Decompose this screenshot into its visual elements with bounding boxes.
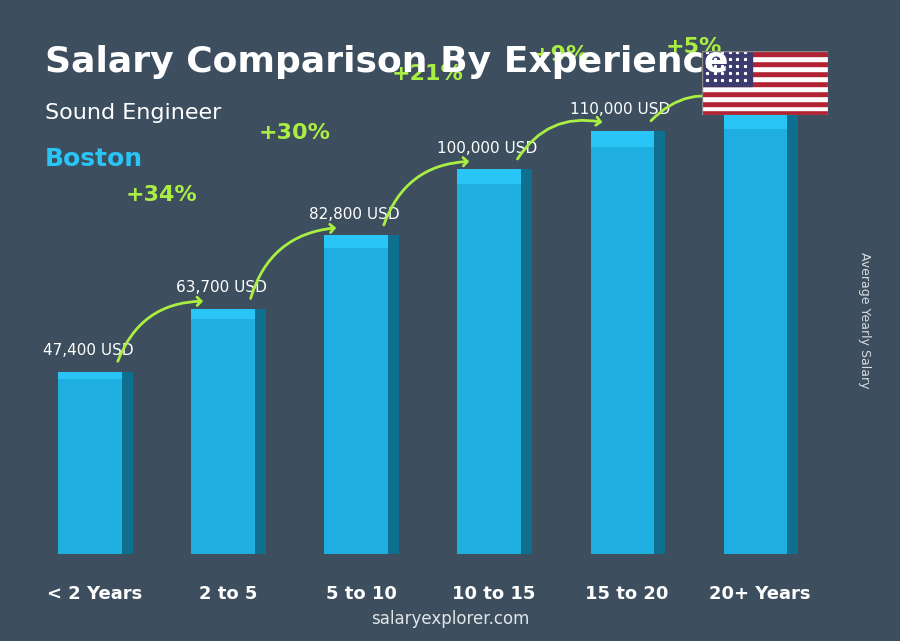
- Text: 5 to 10: 5 to 10: [326, 585, 396, 603]
- Text: 115,000 USD: 115,000 USD: [704, 83, 804, 98]
- Bar: [702, 81, 828, 86]
- Text: 10 to 15: 10 to 15: [453, 585, 536, 603]
- Bar: [724, 112, 796, 554]
- Text: 63,700 USD: 63,700 USD: [176, 280, 266, 296]
- Text: salaryexplorer.com: salaryexplorer.com: [371, 610, 529, 628]
- Bar: [702, 51, 752, 86]
- Bar: [58, 372, 131, 554]
- Text: 2 to 5: 2 to 5: [199, 585, 257, 603]
- Text: 82,800 USD: 82,800 USD: [309, 207, 400, 222]
- Bar: [702, 91, 828, 96]
- Bar: [787, 112, 798, 554]
- Text: Sound Engineer: Sound Engineer: [45, 103, 221, 122]
- Text: 110,000 USD: 110,000 USD: [571, 102, 670, 117]
- Bar: [724, 112, 796, 129]
- Bar: [702, 76, 828, 81]
- Bar: [58, 372, 131, 379]
- Bar: [192, 309, 265, 319]
- Text: +5%: +5%: [665, 37, 722, 57]
- Bar: [702, 51, 828, 56]
- Bar: [702, 110, 828, 115]
- Text: +21%: +21%: [392, 64, 464, 85]
- Bar: [590, 131, 663, 554]
- Text: +34%: +34%: [125, 185, 197, 205]
- Bar: [653, 131, 665, 554]
- Bar: [521, 169, 532, 554]
- Bar: [702, 86, 828, 91]
- Bar: [702, 56, 828, 61]
- Text: +30%: +30%: [258, 123, 330, 143]
- Bar: [457, 169, 531, 185]
- Text: < 2 Years: < 2 Years: [47, 585, 142, 603]
- Text: 20+ Years: 20+ Years: [709, 585, 811, 603]
- Bar: [590, 131, 663, 147]
- Text: Salary Comparison By Experience: Salary Comparison By Experience: [45, 45, 728, 79]
- Text: 100,000 USD: 100,000 USD: [437, 140, 537, 156]
- Bar: [702, 106, 828, 110]
- Bar: [457, 169, 531, 554]
- Bar: [388, 235, 399, 554]
- Bar: [324, 235, 398, 248]
- Text: 15 to 20: 15 to 20: [585, 585, 669, 603]
- Bar: [702, 61, 828, 66]
- Bar: [702, 71, 828, 76]
- Bar: [702, 96, 828, 101]
- Bar: [192, 309, 265, 554]
- Text: Average Yearly Salary: Average Yearly Salary: [858, 253, 870, 388]
- Text: Boston: Boston: [45, 147, 143, 171]
- Bar: [324, 235, 398, 554]
- Text: 47,400 USD: 47,400 USD: [43, 343, 133, 358]
- Bar: [122, 372, 132, 554]
- Bar: [702, 101, 828, 106]
- Bar: [255, 309, 266, 554]
- Bar: [702, 66, 828, 71]
- Text: +9%: +9%: [533, 45, 589, 65]
